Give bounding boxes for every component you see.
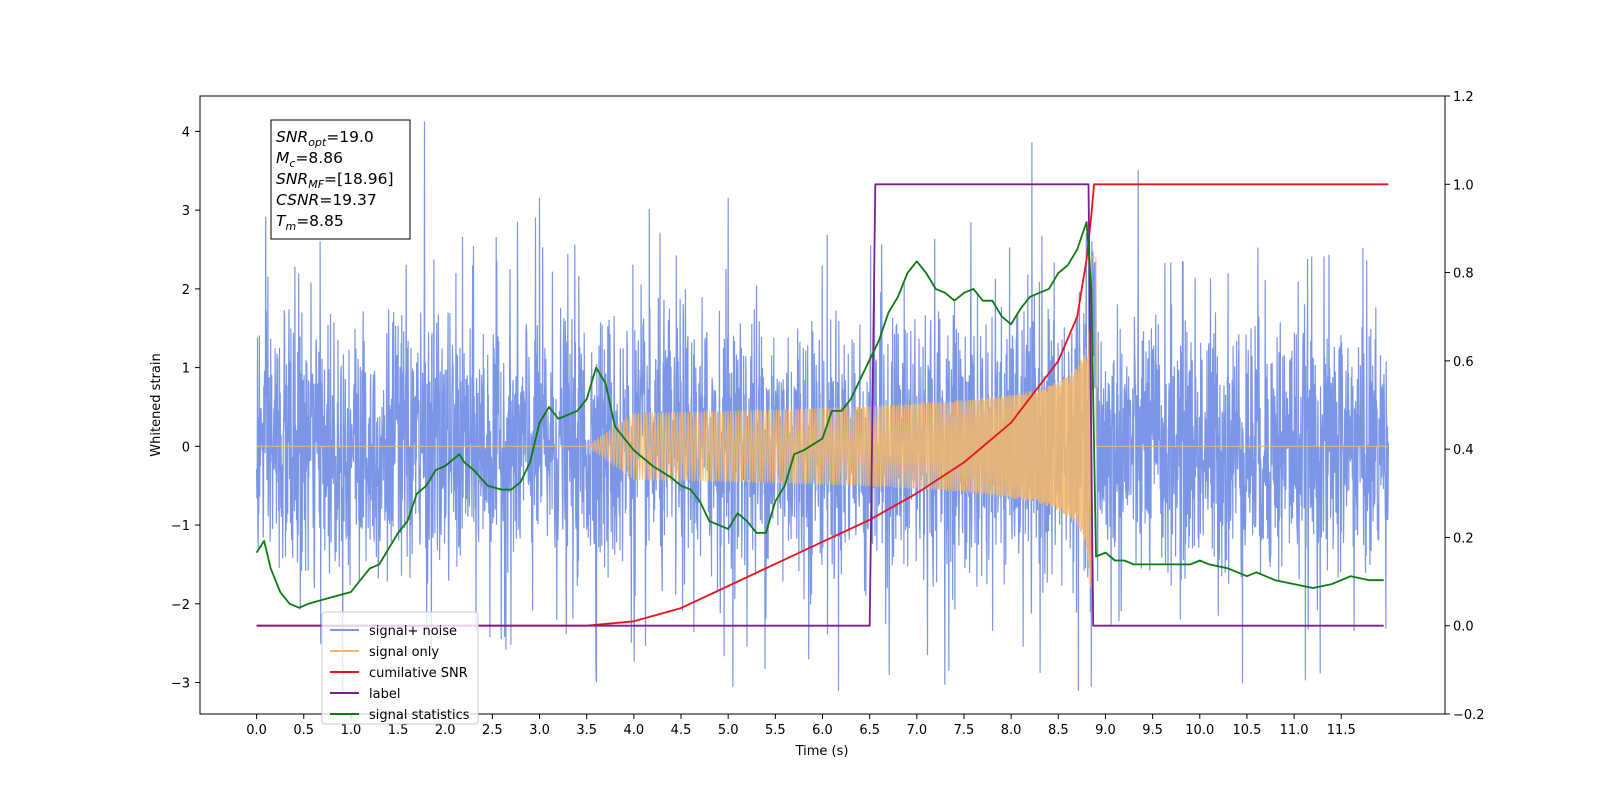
x-tick-label: 2.5 (482, 723, 503, 738)
x-tick-label: 0.0 (246, 723, 267, 738)
series-line-signal-only (256, 256, 1389, 588)
x-tick-label: 2.0 (435, 723, 456, 738)
x-tick-label: 7.5 (954, 723, 975, 738)
legend-label: signal only (369, 645, 439, 660)
x-tick-label: 11.0 (1280, 723, 1309, 738)
x-tick-label: 1.5 (388, 723, 409, 738)
x-tick-label: 0.5 (293, 723, 314, 738)
x-tick-label: 1.0 (341, 723, 362, 738)
x-tick-label: 4.5 (671, 723, 692, 738)
x-tick-label: 9.5 (1142, 723, 1163, 738)
x-tick-label: 10.5 (1232, 723, 1261, 738)
y2-tick-label: 1.0 (1453, 178, 1474, 193)
annotation-line: Tm=8.85 (276, 212, 344, 233)
x-tick-label: 3.0 (529, 723, 550, 738)
legend-label: cumilative SNR (369, 666, 468, 681)
annotation-line: Mc=8.86 (276, 149, 343, 170)
x-tick-label: 8.5 (1048, 723, 1069, 738)
series-line-signal-statistics (255, 221, 1384, 609)
y-tick-label: 1 (182, 362, 190, 377)
y2-tick-label: −0.2 (1453, 708, 1485, 723)
series-layer (255, 121, 1389, 691)
annotation-line: SNRMF=[18.96] (276, 170, 394, 191)
x-tick-label: 6.5 (859, 723, 880, 738)
legend-frame (321, 611, 479, 725)
y-tick-label: 0 (182, 440, 190, 455)
y2-tick-label: 0.2 (1453, 531, 1474, 546)
x-tick-label: 5.0 (718, 723, 739, 738)
y-tick-label: −2 (171, 598, 190, 613)
y-axis-left: −3 −2 −1 0 1 2 3 4 (171, 125, 200, 692)
annotation-line: CSNR=19.37 (276, 191, 377, 209)
y2-tick-label: 0.0 (1453, 620, 1474, 635)
x-axis: 0.0 0.5 1.0 1.5 2.0 2.5 3.0 3.5 4.0 4.5 5.0 5.5 6.0 6… (246, 714, 1356, 738)
annotation-frame (270, 119, 411, 240)
x-tick-label: 10.0 (1185, 723, 1214, 738)
y2-tick-label: 0.4 (1453, 443, 1474, 458)
legend-label: label (369, 687, 400, 702)
y-tick-label: −1 (171, 519, 190, 534)
y-tick-label: −3 (171, 677, 190, 692)
x-tick-label: 11.5 (1327, 723, 1356, 738)
series-line-label (256, 183, 1384, 627)
y-tick-label: 3 (182, 204, 190, 219)
annotation-box: SNRopt=19.0Mc=8.86SNRMF=[18.96]CSNR=19.3… (270, 119, 411, 240)
x-tick-label: 9.0 (1095, 723, 1116, 738)
x-tick-label: 6.0 (812, 723, 833, 738)
legend-label: signal statistics (369, 708, 470, 723)
x-tick-label: 4.0 (624, 723, 645, 738)
x-tick-label: 7.0 (906, 723, 927, 738)
legend: signal+ noise signal only cumilative SNR la… (321, 611, 479, 725)
y-axis-label: Whitened strain (149, 353, 164, 456)
annotation-line: SNRopt=19.0 (276, 128, 374, 149)
x-tick-label: 3.5 (576, 723, 597, 738)
x-tick-label: 5.5 (765, 723, 786, 738)
x-axis-label: Time (s) (795, 744, 849, 759)
y-tick-label: 2 (182, 283, 190, 298)
y-tick-label: 4 (182, 125, 190, 140)
x-tick-label: 8.0 (1001, 723, 1022, 738)
legend-label: signal+ noise (369, 624, 457, 639)
y2-tick-label: 0.6 (1453, 355, 1474, 370)
y-axis-right: −0.2 0.0 0.2 0.4 0.6 0.8 1.0 1.2 (1445, 90, 1485, 723)
y2-tick-label: 1.2 (1453, 90, 1474, 105)
y2-tick-label: 0.8 (1453, 267, 1474, 282)
